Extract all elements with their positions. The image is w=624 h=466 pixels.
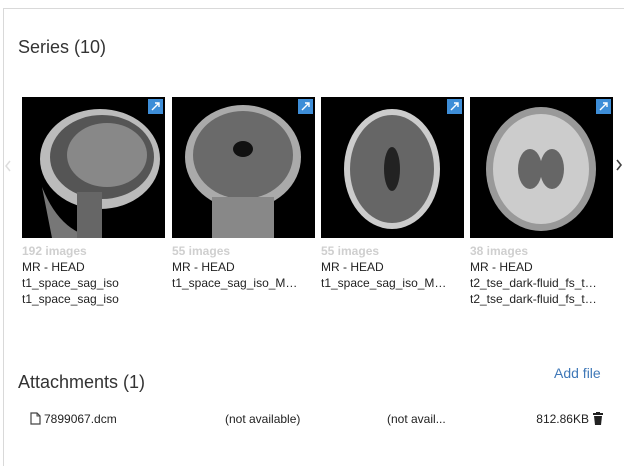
image-count: 38 images xyxy=(470,243,616,259)
image-shape xyxy=(233,141,253,157)
thumbnail-image xyxy=(22,97,165,238)
expand-icon[interactable] xyxy=(447,99,462,114)
image-count: 55 images xyxy=(172,243,318,259)
expand-icon[interactable] xyxy=(148,99,163,114)
series-thumbnail[interactable] xyxy=(321,97,464,238)
page: Series (10) 192 imagesMR - HEADt1_space_… xyxy=(0,0,624,466)
thumbnail-image xyxy=(470,97,613,238)
modality: MR - HEAD xyxy=(321,259,467,275)
file-modified: (not avail... xyxy=(387,412,446,426)
expand-icon[interactable] xyxy=(298,99,313,114)
image-shape xyxy=(67,123,147,187)
modality: MR - HEAD xyxy=(172,259,318,275)
file-size: 812.86KB xyxy=(527,412,589,426)
next-arrow[interactable] xyxy=(615,158,623,172)
image-shape xyxy=(518,149,542,189)
image-count: 55 images xyxy=(321,243,467,259)
file-name[interactable]: 7899067.dcm xyxy=(44,412,117,426)
series-thumbnail[interactable] xyxy=(22,97,165,238)
modality: MR - HEAD xyxy=(470,259,616,275)
description: t1_space_sag_iso xyxy=(22,275,168,291)
expand-glyph xyxy=(596,99,611,114)
image-count: 192 images xyxy=(22,243,168,259)
expand-glyph xyxy=(298,99,313,114)
protocol: t2_tse_dark-fluid_fs_t… xyxy=(470,291,616,307)
prev-arrow[interactable] xyxy=(4,160,12,172)
image-shape xyxy=(540,149,564,189)
modality: MR - HEAD xyxy=(22,259,168,275)
thumbnail-image xyxy=(172,97,315,238)
expand-glyph xyxy=(447,99,462,114)
series-thumbnail[interactable] xyxy=(172,97,315,238)
file-created: (not available) xyxy=(225,412,300,426)
thumbnail-image xyxy=(321,97,464,238)
expand-glyph xyxy=(148,99,163,114)
description: t1_space_sag_iso_M… xyxy=(321,275,467,291)
image-shape xyxy=(77,192,102,238)
delete-icon[interactable] xyxy=(593,412,603,425)
expand-icon[interactable] xyxy=(596,99,611,114)
image-shape xyxy=(212,197,274,238)
protocol: t1_space_sag_iso xyxy=(22,291,168,307)
file-icon xyxy=(30,412,41,425)
add-file-link[interactable]: Add file xyxy=(554,365,601,381)
image-shape xyxy=(384,147,400,191)
description: t1_space_sag_iso_M… xyxy=(172,275,318,291)
series-title: Series (10) xyxy=(18,37,106,58)
description: t2_tse_dark-fluid_fs_t… xyxy=(470,275,616,291)
series-thumbnail[interactable] xyxy=(470,97,613,238)
attachments-title: Attachments (1) xyxy=(18,372,145,393)
